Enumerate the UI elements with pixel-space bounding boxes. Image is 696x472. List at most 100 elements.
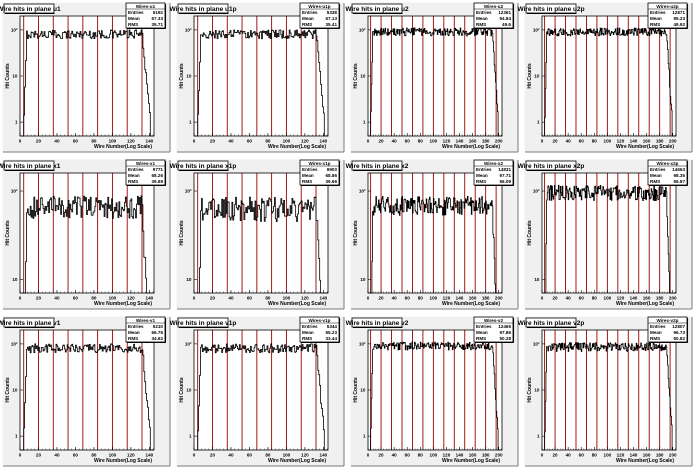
plot-area bbox=[194, 173, 328, 293]
x-tick-label: 40 bbox=[54, 139, 60, 144]
x-tick-label: 80 bbox=[592, 139, 598, 144]
x-tick-label: 180 bbox=[656, 139, 664, 144]
x-tick-label: 20 bbox=[553, 139, 559, 144]
stats-value: 67.13 bbox=[326, 16, 338, 21]
x-tick-label: 100 bbox=[283, 139, 291, 144]
stats-label: Mean bbox=[302, 173, 314, 178]
x-tick-label: 40 bbox=[228, 139, 234, 144]
histogram-pad: 0 20 40 60 80 100 120 140 1 10 10² Wire Number(Log … bbox=[170, 315, 345, 467]
x-tick-label: 100 bbox=[604, 453, 612, 458]
histogram-series bbox=[194, 29, 328, 137]
x-tick-label: 100 bbox=[604, 139, 612, 144]
x-axis-label: Wire Number(Log Scale) bbox=[268, 144, 326, 150]
histogram-pad: 0 20 40 60 80 100 120 140 1 10 10² Wire Number(Log … bbox=[0, 315, 171, 467]
x-tick-label: 120 bbox=[127, 453, 135, 458]
x-tick-label: 180 bbox=[656, 296, 664, 301]
x-tick-label: 0 bbox=[541, 453, 544, 458]
stats-label: Entries bbox=[476, 167, 492, 172]
y-axis-label: Hit Counts bbox=[179, 377, 185, 402]
x-tick-label: 120 bbox=[617, 139, 625, 144]
x-tick-label: 160 bbox=[469, 453, 477, 458]
x-tick-label: 200 bbox=[669, 296, 677, 301]
stats-box bbox=[647, 159, 688, 186]
stats-value: 9771 bbox=[153, 167, 164, 172]
x-tick-label: 100 bbox=[283, 296, 291, 301]
stats-value: 39.69 bbox=[152, 179, 164, 184]
stats-box bbox=[473, 316, 514, 343]
x-tick-label: 120 bbox=[443, 139, 451, 144]
x-tick-label: 40 bbox=[54, 296, 60, 301]
y-tick-label: 10² bbox=[533, 341, 540, 346]
histogram-pad: 0 20 40 60 80 100 120 140 160 180 200 10 10² Wire Num… bbox=[346, 158, 519, 310]
x-tick-label: 60 bbox=[579, 453, 585, 458]
x-tick-label: 40 bbox=[228, 453, 234, 458]
chart-title: Wire hits in plane x1p bbox=[170, 163, 237, 170]
x-tick-label: 200 bbox=[669, 139, 677, 144]
x-axis-label: Wire Number(Log Scale) bbox=[94, 144, 152, 150]
stats-value: 33.44 bbox=[326, 336, 338, 341]
histogram-pad: 0 20 40 60 80 100 120 140 10 10² Wire Number(Log S… bbox=[170, 158, 345, 310]
y-tick-label: 10² bbox=[359, 341, 366, 346]
chart-title: Wire hits in plane x1 bbox=[0, 163, 61, 170]
x-tick-label: 80 bbox=[265, 453, 271, 458]
histogram-pad: 0 20 40 60 80 100 120 140 160 180 200 1 10 10² Wire Nu… bbox=[346, 315, 519, 467]
stats-value: 98.35 bbox=[674, 173, 686, 178]
x-axis-label: Wire Number(Log Scale) bbox=[268, 301, 326, 307]
y-tick-label: 10 bbox=[12, 388, 18, 393]
stats-label: RMS bbox=[128, 22, 138, 27]
stats-label: Entries bbox=[302, 10, 318, 15]
stats-label: Entries bbox=[650, 10, 666, 15]
y-tick-label: 10 bbox=[360, 277, 366, 282]
x-tick-label: 140 bbox=[320, 139, 328, 144]
chart-title: Wire hits in plane u2p bbox=[517, 6, 584, 13]
histogram-pad: 0 20 40 60 80 100 120 140 160 180 200 10 10² Wire Num… bbox=[518, 158, 693, 310]
x-tick-label: 160 bbox=[469, 139, 477, 144]
stats-box bbox=[473, 2, 514, 29]
y-tick-label: 10 bbox=[534, 74, 540, 79]
x-tick-label: 140 bbox=[456, 453, 464, 458]
x-tick-label: 20 bbox=[210, 453, 216, 458]
y-tick-label: 1 bbox=[363, 434, 366, 439]
stats-box bbox=[125, 316, 166, 343]
x-tick-label: 80 bbox=[265, 139, 271, 144]
x-tick-label: 60 bbox=[405, 296, 411, 301]
x-tick-label: 40 bbox=[566, 296, 572, 301]
x-tick-label: 60 bbox=[247, 296, 253, 301]
histogram-pad: 0 20 40 60 80 100 120 140 160 180 200 1 10 10² Wire Nu… bbox=[518, 315, 693, 467]
stats-name: Wires-v1 bbox=[136, 318, 156, 323]
plot-frame bbox=[541, 172, 677, 294]
x-tick-label: 0 bbox=[19, 453, 22, 458]
histogram-series bbox=[542, 184, 676, 294]
stats-label: Mean bbox=[128, 173, 140, 178]
plot-frame bbox=[19, 172, 155, 294]
x-axis-label: Wire Number(Log Scale) bbox=[94, 301, 152, 307]
stats-value: 5344 bbox=[327, 324, 338, 329]
stats-box bbox=[299, 2, 340, 29]
histogram-pad: 0 20 40 60 80 100 120 140 1 10 10² Wire Number(Log … bbox=[169, 1, 345, 153]
x-tick-label: 120 bbox=[301, 296, 309, 301]
stats-box bbox=[299, 316, 340, 343]
x-tick-label: 100 bbox=[283, 453, 291, 458]
stats-box bbox=[647, 2, 688, 29]
x-tick-label: 140 bbox=[320, 296, 328, 301]
histogram-pad: 0 20 40 60 80 100 120 140 160 180 200 1 10 10² Wire Nu… bbox=[345, 1, 519, 153]
x-tick-label: 80 bbox=[592, 453, 598, 458]
x-tick-label: 0 bbox=[19, 139, 22, 144]
plot-area bbox=[368, 16, 502, 136]
x-tick-label: 40 bbox=[566, 453, 572, 458]
y-tick-label: 1 bbox=[15, 434, 18, 439]
x-tick-label: 160 bbox=[643, 453, 651, 458]
x-tick-label: 20 bbox=[36, 453, 42, 458]
y-axis-label: Hit Counts bbox=[179, 63, 185, 88]
stats-box bbox=[299, 159, 340, 186]
x-tick-label: 180 bbox=[482, 453, 490, 458]
histogram-series bbox=[194, 343, 328, 451]
x-tick-label: 140 bbox=[456, 296, 464, 301]
x-tick-label: 140 bbox=[320, 453, 328, 458]
stats-label: RMS bbox=[476, 179, 486, 184]
stats-value: 66.76 bbox=[152, 330, 164, 335]
stats-label: Mean bbox=[476, 16, 488, 21]
x-axis-label: Wire Number(Log Scale) bbox=[616, 301, 674, 307]
stats-value: 68.26 bbox=[152, 173, 164, 178]
